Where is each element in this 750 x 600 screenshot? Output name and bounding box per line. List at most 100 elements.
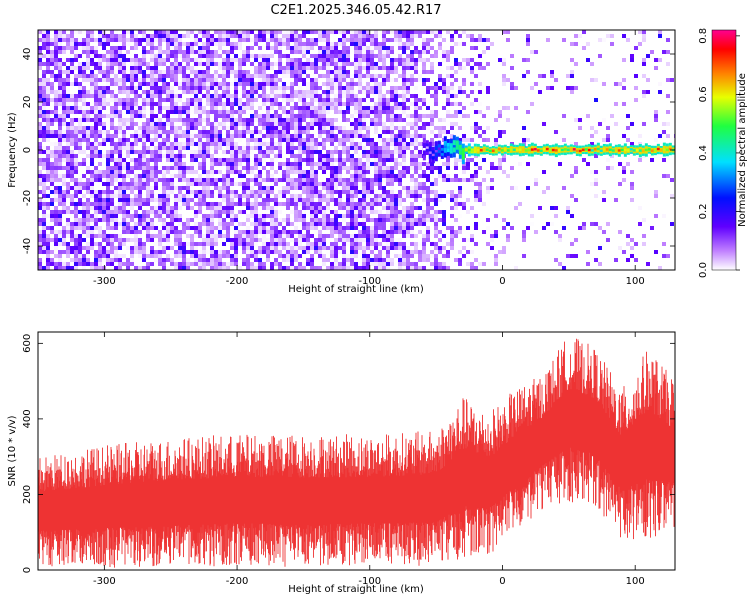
heatmap-cell [46,250,50,254]
heatmap-cell [342,162,346,166]
heatmap-cell [402,246,406,250]
heatmap-cell [118,70,122,74]
heatmap-cell [310,214,314,218]
heatmap-cell [182,34,186,38]
heatmap-cell [114,82,118,86]
heatmap-cell [182,230,186,234]
heatmap-cell [158,238,162,242]
heatmap-cell [134,230,138,234]
heatmap-cell [398,118,402,122]
heatmap-cell [46,158,50,162]
heatmap-cell [298,94,302,98]
heatmap-cell [394,214,398,218]
heatmap-cell [54,50,58,54]
heatmap-cell [66,234,70,238]
heatmap-cell [82,110,86,114]
heatmap-cell [398,214,402,218]
heatmap-cell [314,142,318,146]
heatmap-cell [294,70,298,74]
heatmap-cell [398,230,402,234]
heatmap-cell [262,222,266,226]
heatmap-cell [374,42,378,46]
heatmap-cell [382,106,386,110]
heatmap-cell [290,262,294,266]
heatmap-cell [222,234,226,238]
heatmap-cell [66,226,70,230]
heatmap-cell [174,58,178,62]
heatmap-cell [390,98,394,102]
heatmap-cell [314,106,318,110]
heatmap-cell [82,194,86,198]
heatmap-cell [450,214,454,218]
heatmap-cell [410,234,414,238]
heatmap-cell [334,150,338,154]
heatmap-cell [234,70,238,74]
heatmap-cell [178,66,182,70]
heatmap-cell [330,266,334,270]
heatmap-cell [186,50,190,54]
heatmap-cell [270,158,274,162]
heatmap-cell [210,178,214,182]
heatmap-cell [126,98,130,102]
heatmap-cell [178,62,182,66]
heatmap-cell [206,30,210,34]
heatmap-cell [386,118,390,122]
heatmap-cell [270,78,274,82]
heatmap-cell [374,106,378,110]
heatmap-cell [350,194,354,198]
heatmap-cell [250,162,254,166]
heatmap-cell [278,70,282,74]
heatmap-cell [66,150,70,154]
heatmap-cell [482,50,486,54]
heatmap-cell [262,122,266,126]
heatmap-cell [166,198,170,202]
heatmap-cell [166,202,170,206]
heatmap-cell [70,62,74,66]
heatmap-cell [434,54,438,58]
heatmap-cell [474,266,478,270]
heatmap-cell [266,118,270,122]
heatmap-cell [434,258,438,262]
heatmap-cell [246,46,250,50]
heatmap-cell [50,250,54,254]
heatmap-cell [162,226,166,230]
heatmap-cell [362,106,366,110]
heatmap-cell [170,150,174,154]
heatmap-cell [446,166,450,170]
heatmap-cell [238,98,242,102]
heatmap-cell [454,110,458,114]
heatmap-cell [158,70,162,74]
heatmap-cell [442,38,446,42]
heatmap-cell [426,258,430,262]
heatmap-cell [458,186,462,190]
heatmap-cell [194,94,198,98]
heatmap-cell [238,34,242,38]
heatmap-cell [238,210,242,214]
heatmap-cell [246,166,250,170]
heatmap-cell [390,182,394,186]
heatmap-cell [294,46,298,50]
heatmap-cell [126,42,130,46]
heatmap-cell [290,250,294,254]
heatmap-cell [50,202,54,206]
heatmap-cell [194,142,198,146]
heatmap-cell [322,90,326,94]
heatmap-cell [422,126,426,130]
heatmap-cell [386,254,390,258]
heatmap-cell [82,118,86,122]
heatmap-cell [78,82,82,86]
heatmap-cell [138,266,142,270]
heatmap-cell [286,186,290,190]
heatmap-cell [334,98,338,102]
heatmap-cell [54,38,58,42]
heatmap-cell [70,230,74,234]
heatmap-cell [470,250,474,254]
heatmap-cell [338,214,342,218]
heatmap-cell [66,194,70,198]
heatmap-cell [362,254,366,258]
heatmap-cell [110,262,114,266]
heatmap-cell [178,162,182,166]
heatmap-cell [390,186,394,190]
heatmap-cell [290,58,294,62]
heatmap-cell [46,98,50,102]
